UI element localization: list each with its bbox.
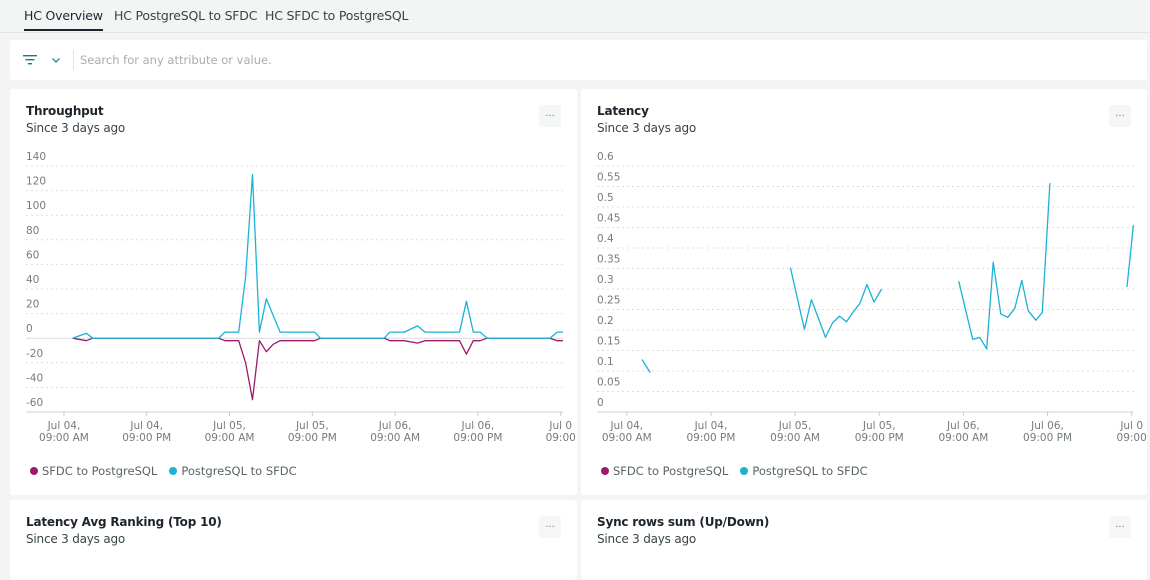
divider bbox=[73, 50, 74, 70]
x-tick-label: 09:00 AM bbox=[770, 432, 820, 444]
y-tick-label: -60 bbox=[26, 397, 43, 409]
legend-label: PostgreSQL to SFDC bbox=[752, 464, 868, 478]
x-tick-label: Jul 05, bbox=[778, 420, 812, 432]
x-tick-label: 09:00 AM bbox=[370, 432, 420, 444]
y-tick-label: 0.3 bbox=[597, 274, 614, 286]
x-tick-label: 09:00 PM bbox=[855, 432, 904, 444]
x-tick-label: Jul 05, bbox=[212, 420, 246, 432]
filter-icon[interactable] bbox=[22, 53, 38, 67]
legend-dot-icon bbox=[601, 467, 609, 475]
latency-ranking-card: Latency Avg Ranking (Top 10) Since 3 day… bbox=[10, 500, 577, 580]
x-tick-label: Jul 05, bbox=[862, 420, 896, 432]
legend-label: PostgreSQL to SFDC bbox=[181, 464, 297, 478]
y-tick-label: 0.05 bbox=[597, 377, 620, 389]
series-line-sfdc-to-postgresql bbox=[72, 337, 563, 401]
x-tick-label: Jul 04, bbox=[129, 420, 163, 432]
legend-item-sfdc-to-postgresql[interactable]: SFDC to PostgreSQL bbox=[30, 464, 157, 478]
y-tick-label: 0 bbox=[26, 323, 33, 335]
y-tick-label: 0.4 bbox=[597, 233, 614, 245]
y-tick-label: 0.2 bbox=[597, 315, 614, 327]
x-tick-label: 09:00 PM bbox=[1023, 432, 1072, 444]
legend-dot-icon bbox=[740, 467, 749, 475]
chart-legend: SFDC to PostgreSQL PostgreSQL to SFDC bbox=[30, 464, 297, 478]
x-tick-label: 09:00 bbox=[546, 432, 576, 444]
y-tick-label: 60 bbox=[26, 249, 39, 261]
x-tick-label: Jul 04, bbox=[47, 420, 81, 432]
y-tick-label: 0.1 bbox=[597, 356, 614, 368]
y-tick-label: 0.5 bbox=[597, 192, 614, 204]
card-subtitle: Since 3 days ago bbox=[26, 121, 126, 135]
sync-rows-card: Sync rows sum (Up/Down) Since 3 days ago… bbox=[581, 500, 1147, 580]
x-tick-label: 09:00 bbox=[1117, 432, 1147, 444]
card-title: Latency bbox=[597, 104, 649, 118]
x-tick-label: Jul 0 bbox=[1119, 420, 1143, 432]
x-tick-label: 09:00 AM bbox=[938, 432, 988, 444]
x-tick-label: 09:00 PM bbox=[122, 432, 171, 444]
y-tick-label: 0.55 bbox=[597, 172, 620, 184]
y-tick-label: 0.6 bbox=[597, 151, 614, 163]
series-line-postgresql-to-sfdc bbox=[1126, 224, 1135, 287]
x-tick-label: Jul 0 bbox=[548, 420, 572, 432]
y-tick-label: 0.15 bbox=[597, 336, 620, 348]
tab-hc-overview[interactable]: HC Overview bbox=[24, 8, 103, 31]
x-tick-label: Jul 06, bbox=[461, 420, 495, 432]
x-tick-label: 09:00 AM bbox=[205, 432, 255, 444]
x-tick-label: 09:00 PM bbox=[453, 432, 502, 444]
tab-hc-postgresql-to-sfdc[interactable]: HC PostgreSQL to SFDC bbox=[114, 8, 258, 23]
chart-legend: SFDC to PostgreSQL PostgreSQL to SFDC bbox=[601, 464, 868, 478]
x-tick-label: 09:00 PM bbox=[288, 432, 337, 444]
legend-dot-icon bbox=[169, 467, 178, 475]
card-title: Sync rows sum (Up/Down) bbox=[597, 515, 770, 529]
x-tick-label: 09:00 AM bbox=[39, 432, 89, 444]
card-title: Latency Avg Ranking (Top 10) bbox=[26, 515, 222, 529]
y-tick-label: 100 bbox=[26, 200, 46, 212]
more-options-button[interactable]: ... bbox=[539, 516, 561, 538]
more-options-button[interactable]: ... bbox=[539, 105, 561, 127]
series-line-postgresql-to-sfdc bbox=[958, 183, 1051, 350]
y-tick-label: 0.35 bbox=[597, 254, 620, 266]
throughput-card: Throughput Since 3 days ago ... 140 120 10… bbox=[10, 89, 577, 495]
x-tick-label: 09:00 PM bbox=[686, 432, 735, 444]
y-tick-label: 20 bbox=[26, 299, 39, 311]
x-tick-label: Jul 06, bbox=[1030, 420, 1064, 432]
y-tick-label: -40 bbox=[26, 372, 43, 384]
legend-item-postgresql-to-sfdc[interactable]: PostgreSQL to SFDC bbox=[169, 464, 297, 478]
card-subtitle: Since 3 days ago bbox=[597, 532, 697, 546]
x-tick-label: Jul 05, bbox=[295, 420, 329, 432]
y-tick-label: 0.45 bbox=[597, 213, 620, 225]
series-line-postgresql-to-sfdc bbox=[641, 359, 651, 373]
search-input[interactable] bbox=[78, 49, 1128, 71]
legend-dot-icon bbox=[30, 467, 38, 475]
x-tick-label: Jul 04, bbox=[609, 420, 643, 432]
card-subtitle: Since 3 days ago bbox=[597, 121, 697, 135]
legend-item-postgresql-to-sfdc[interactable]: PostgreSQL to SFDC bbox=[740, 464, 868, 478]
tab-hc-sfdc-to-postgresql[interactable]: HC SFDC to PostgreSQL bbox=[265, 8, 409, 23]
y-tick-label: 140 bbox=[26, 151, 46, 163]
legend-item-sfdc-to-postgresql[interactable]: SFDC to PostgreSQL bbox=[601, 464, 728, 478]
chevron-down-icon[interactable] bbox=[50, 54, 62, 66]
more-options-button[interactable]: ... bbox=[1109, 516, 1131, 538]
y-tick-label: -20 bbox=[26, 348, 43, 360]
card-subtitle: Since 3 days ago bbox=[26, 532, 126, 546]
legend-label: SFDC to PostgreSQL bbox=[613, 464, 729, 478]
x-tick-label: 09:00 AM bbox=[602, 432, 652, 444]
dashboard-tabs: HC Overview HC PostgreSQL to SFDC HC SFD… bbox=[0, 0, 1150, 33]
y-tick-label: 0.25 bbox=[597, 295, 620, 307]
latency-chart: 0.6 0.55 0.5 0.45 0.4 0.35 0.3 0.25 0.2 0.15 0.1 0.… bbox=[597, 151, 1147, 444]
card-title: Throughput bbox=[26, 104, 104, 118]
x-tick-label: Jul 04, bbox=[694, 420, 728, 432]
y-tick-label: 40 bbox=[26, 274, 39, 286]
series-line-postgresql-to-sfdc bbox=[72, 173, 563, 339]
y-tick-label: 80 bbox=[26, 225, 39, 237]
legend-label: SFDC to PostgreSQL bbox=[42, 464, 158, 478]
more-options-button[interactable]: ... bbox=[1109, 105, 1131, 127]
x-tick-label: Jul 06, bbox=[946, 420, 980, 432]
latency-card: Latency Since 3 days ago ... 0.6 0.55 0.5 0… bbox=[581, 89, 1147, 495]
y-tick-label: 0 bbox=[597, 397, 604, 409]
x-tick-label: Jul 06, bbox=[378, 420, 412, 432]
y-tick-label: 120 bbox=[26, 176, 46, 188]
series-line-postgresql-to-sfdc bbox=[789, 267, 883, 339]
filter-bar bbox=[10, 40, 1147, 80]
